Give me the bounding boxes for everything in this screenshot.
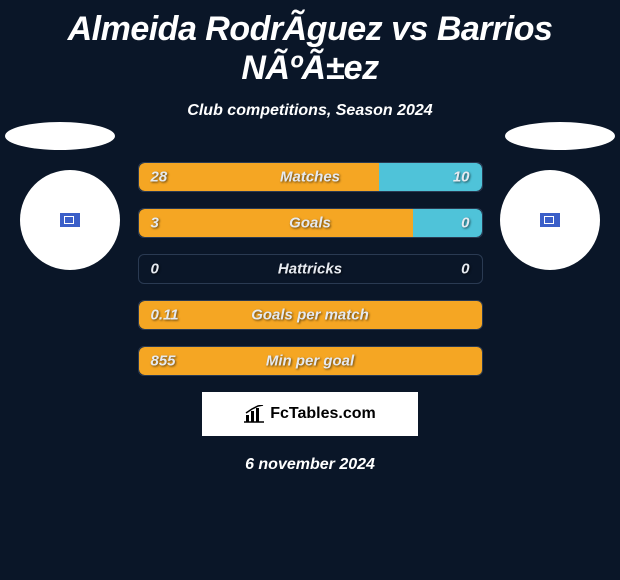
date-label: 6 november 2024 bbox=[0, 456, 620, 474]
player2-name-ellipse bbox=[505, 122, 615, 150]
brand-label: FcTables.com bbox=[270, 405, 376, 423]
comparison-title: Almeida RodrÃ­guez vs Barrios NÃºÃ±ez bbox=[0, 0, 620, 88]
stat-label: Hattricks bbox=[139, 261, 482, 278]
stat-row: Hattricks0 0 bbox=[138, 254, 483, 284]
stat-label: Min per goal bbox=[139, 353, 482, 370]
flag-icon bbox=[540, 213, 560, 227]
player1-flag-circle bbox=[20, 170, 120, 270]
brand-chart-icon bbox=[244, 405, 264, 423]
player2-stat-value: 0 bbox=[461, 261, 469, 278]
stat-row: Goals3 0 bbox=[138, 208, 483, 238]
player1-name-ellipse bbox=[5, 122, 115, 150]
player2-flag-circle bbox=[500, 170, 600, 270]
comparison-subtitle: Club competitions, Season 2024 bbox=[0, 102, 620, 120]
player1-stat-value: 28 bbox=[151, 169, 168, 186]
player2-stat-value: 0 bbox=[461, 215, 469, 232]
player1-stat-value: 0.11 bbox=[151, 307, 179, 324]
flag-icon bbox=[60, 213, 80, 227]
stat-label: Goals per match bbox=[139, 307, 482, 324]
player2-stat-value: 10 bbox=[453, 169, 470, 186]
player1-stat-value: 0 bbox=[151, 261, 159, 278]
player1-stat-value: 855 bbox=[151, 353, 176, 370]
stat-row: Matches28 10 bbox=[138, 162, 483, 192]
stats-comparison-bars: Matches2810Goals30Hattricks00Goals per m… bbox=[138, 162, 483, 376]
stat-label: Goals bbox=[139, 215, 482, 232]
stat-label: Matches bbox=[139, 169, 482, 186]
brand-box: FcTables.com bbox=[202, 392, 418, 436]
stat-row: Min per goal855 bbox=[138, 346, 483, 376]
player1-stat-value: 3 bbox=[151, 215, 159, 232]
stat-row: Goals per match0.11 bbox=[138, 300, 483, 330]
